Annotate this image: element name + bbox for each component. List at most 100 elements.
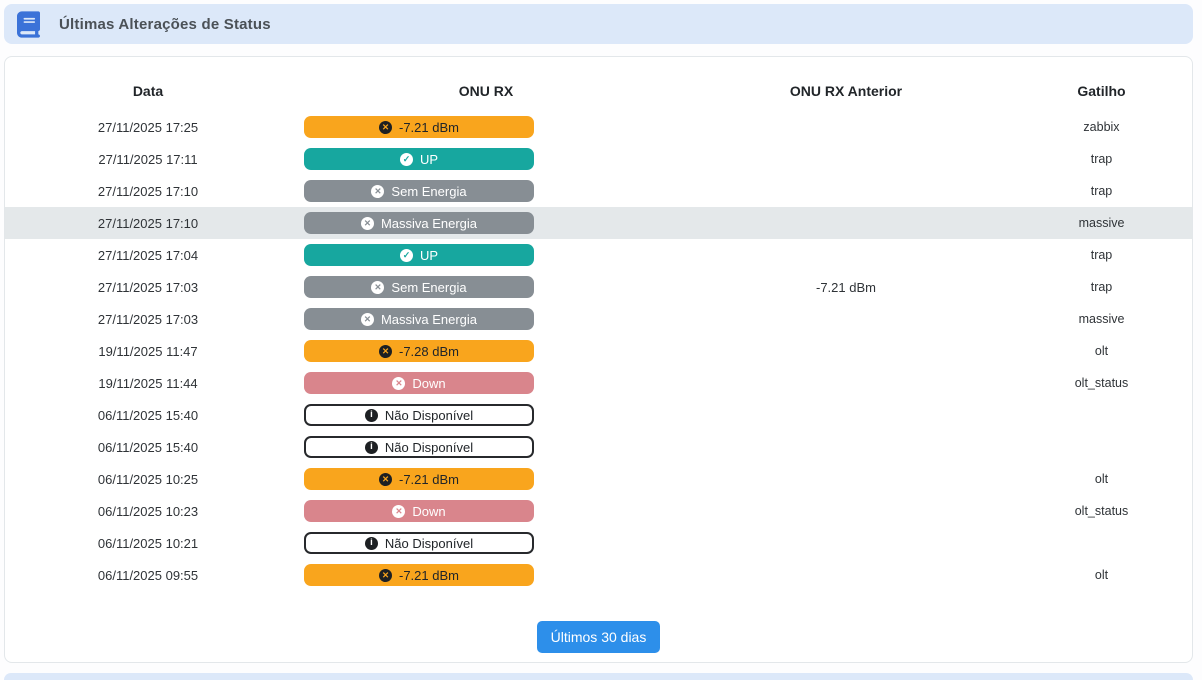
status-cell: ✕ -7.21 dBm — [291, 468, 681, 490]
check-circle-icon: ✓ — [399, 248, 413, 262]
date-cell: 27/11/2025 17:10 — [97, 183, 199, 199]
date-cell: 27/11/2025 17:11 — [98, 151, 198, 167]
date-cell: 06/11/2025 15:40 — [97, 407, 199, 423]
status-cell: i Não Disponível — [291, 404, 681, 426]
status-badge: ✕ -7.21 dBm — [304, 564, 534, 586]
status-badge-label: Não Disponível — [384, 407, 474, 423]
date-cell: 19/11/2025 11:47 — [98, 343, 198, 359]
status-badge: ✓ UP — [304, 148, 534, 170]
x-circle-icon: ✕ — [360, 312, 374, 326]
table-body: 27/11/2025 17:25 ✕ -7.21 dBm zabbix 27/1… — [5, 111, 1192, 591]
date-cell: 19/11/2025 11:44 — [98, 375, 198, 391]
x-circle-icon: ✕ — [392, 504, 406, 518]
x-circle-icon: ✕ — [360, 216, 374, 230]
status-cell: ✕ -7.28 dBm — [291, 340, 681, 362]
status-badge: ✕ Sem Energia — [304, 276, 534, 298]
status-badge: i Não Disponível — [304, 404, 534, 426]
date-cell: 06/11/2025 10:23 — [97, 503, 199, 519]
date-cell: 27/11/2025 17:03 — [97, 311, 199, 327]
column-header-onu-rx-anterior: ONU RX Anterior — [789, 83, 903, 99]
table-row[interactable]: 19/11/2025 11:44 ✕ Down olt_status — [5, 367, 1192, 399]
status-badge: ✕ Massiva Energia — [304, 212, 534, 234]
status-badge-label: UP — [419, 247, 439, 263]
gatilho-cell: olt — [1094, 568, 1109, 582]
x-circle-icon: ✕ — [392, 376, 406, 390]
status-badge-label: Não Disponível — [384, 535, 474, 551]
gatilho-cell: olt — [1094, 472, 1109, 486]
status-cell: ✓ UP — [291, 244, 681, 266]
status-badge: ✕ -7.21 dBm — [304, 116, 534, 138]
table-row[interactable]: 06/11/2025 10:23 ✕ Down olt_status — [5, 495, 1192, 527]
column-header-gatilho: Gatilho — [1077, 83, 1126, 99]
table-row[interactable]: 27/11/2025 17:03 ✕ Sem Energia -7.21 dBm… — [5, 271, 1192, 303]
gatilho-cell: trap — [1090, 184, 1113, 198]
gatilho-cell: olt — [1094, 344, 1109, 358]
status-cell: ✕ Massiva Energia — [291, 212, 681, 234]
gatilho-cell: olt_status — [1074, 376, 1129, 390]
status-badge: ✕ Down — [304, 372, 534, 394]
info-circle-icon: i — [364, 536, 378, 550]
status-table-card: Data ONU RX ONU RX Anterior Gatilho 27/1… — [4, 56, 1193, 663]
table-row[interactable]: 06/11/2025 10:21 i Não Disponível — [5, 527, 1192, 559]
status-cell: ✓ UP — [291, 148, 681, 170]
panel-title: Últimas Alterações de Status — [59, 15, 271, 33]
next-panel-header[interactable] — [4, 673, 1193, 680]
status-cell: ✕ Massiva Energia — [291, 308, 681, 330]
table-row[interactable]: 27/11/2025 17:10 ✕ Sem Energia trap — [5, 175, 1192, 207]
status-cell: ✕ -7.21 dBm — [291, 116, 681, 138]
status-badge: ✓ UP — [304, 244, 534, 266]
date-cell: 27/11/2025 17:10 — [97, 215, 199, 231]
info-circle-icon: i — [364, 440, 378, 454]
table-row[interactable]: 19/11/2025 11:47 ✕ -7.28 dBm olt — [5, 335, 1192, 367]
table-row[interactable]: 27/11/2025 17:03 ✕ Massiva Energia massi… — [5, 303, 1192, 335]
table-row[interactable]: 06/11/2025 09:55 ✕ -7.21 dBm olt — [5, 559, 1192, 591]
date-cell: 27/11/2025 17:25 — [97, 119, 199, 135]
status-cell: ✕ Sem Energia — [291, 180, 681, 202]
table-row[interactable]: 27/11/2025 17:04 ✓ UP trap — [5, 239, 1192, 271]
status-badge-label: Sem Energia — [391, 183, 467, 199]
date-cell: 27/11/2025 17:03 — [97, 279, 199, 295]
info-circle-icon: i — [364, 408, 378, 422]
table-row[interactable]: 27/11/2025 17:25 ✕ -7.21 dBm zabbix — [5, 111, 1192, 143]
x-circle-icon: ✕ — [379, 472, 392, 486]
onu-rx-anterior-cell: -7.21 dBm — [816, 279, 876, 295]
status-badge-label: -7.21 dBm — [399, 119, 459, 135]
gatilho-cell: zabbix — [1083, 120, 1120, 134]
status-cell: ✕ -7.21 dBm — [291, 564, 681, 586]
last-30-days-button[interactable]: Últimos 30 dias — [536, 621, 661, 653]
table-row[interactable]: 06/11/2025 15:40 i Não Disponível — [5, 431, 1192, 463]
table-row[interactable]: 06/11/2025 10:25 ✕ -7.21 dBm olt — [5, 463, 1192, 495]
status-cell: i Não Disponível — [291, 436, 681, 458]
table-row[interactable]: 27/11/2025 17:10 ✕ Massiva Energia massi… — [5, 207, 1192, 239]
gatilho-cell: trap — [1090, 280, 1113, 294]
status-badge: i Não Disponível — [304, 532, 534, 554]
status-cell: ✕ Down — [291, 500, 681, 522]
status-badge-label: Massiva Energia — [380, 311, 478, 327]
column-header-data: Data — [132, 83, 164, 99]
book-icon — [17, 10, 40, 38]
gatilho-cell: trap — [1090, 248, 1113, 262]
status-badge-label: Down — [412, 503, 446, 519]
status-badge-label: Sem Energia — [391, 279, 467, 295]
status-badge: ✕ Down — [304, 500, 534, 522]
status-badge: ✕ -7.28 dBm — [304, 340, 534, 362]
table-row[interactable]: 27/11/2025 17:11 ✓ UP trap — [5, 143, 1192, 175]
status-badge-label: UP — [419, 151, 439, 167]
table-row[interactable]: 06/11/2025 15:40 i Não Disponível — [5, 399, 1192, 431]
status-badge-label: Massiva Energia — [380, 215, 478, 231]
column-header-onu-rx: ONU RX — [458, 83, 514, 99]
gatilho-cell: trap — [1090, 152, 1113, 166]
check-circle-icon: ✓ — [399, 152, 413, 166]
card-footer: Últimos 30 dias — [5, 621, 1192, 653]
panel-header[interactable]: Últimas Alterações de Status — [4, 4, 1193, 44]
date-cell: 06/11/2025 15:40 — [97, 439, 199, 455]
status-badge-label: -7.28 dBm — [399, 343, 459, 359]
status-cell: ✕ Down — [291, 372, 681, 394]
status-badge: ✕ -7.21 dBm — [304, 468, 534, 490]
gatilho-cell: olt_status — [1074, 504, 1129, 518]
x-circle-icon: ✕ — [371, 184, 385, 198]
date-cell: 06/11/2025 10:25 — [97, 471, 199, 487]
status-badge-label: Não Disponível — [384, 439, 474, 455]
status-badge-label: -7.21 dBm — [399, 471, 459, 487]
status-badge: ✕ Sem Energia — [304, 180, 534, 202]
